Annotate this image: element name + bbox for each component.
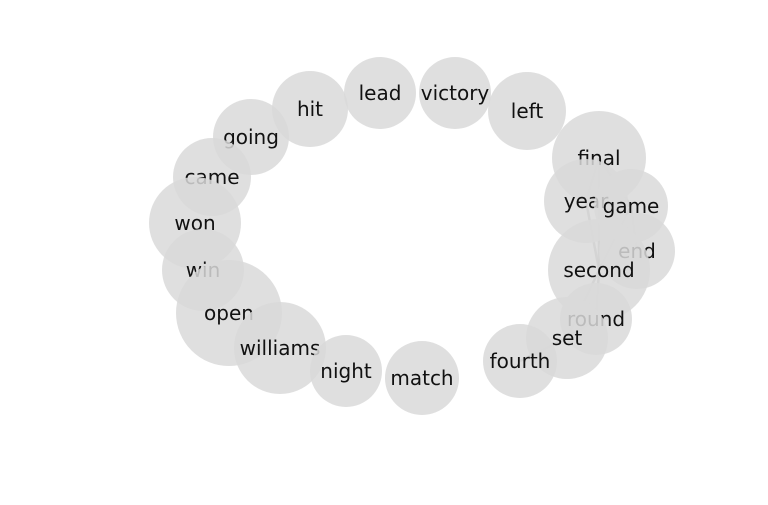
node-label-hit: hit — [297, 97, 323, 121]
node-fourth: fourth — [483, 324, 557, 398]
node-victory: victory — [419, 57, 491, 129]
node-label-set: set — [552, 326, 583, 350]
node-lead: lead — [344, 57, 416, 129]
node-circle-fourth — [483, 324, 557, 398]
node-label-lead: lead — [359, 81, 402, 105]
node-williams: williams — [234, 302, 326, 394]
node-match: match — [385, 341, 459, 415]
node-hit: hit — [272, 71, 348, 147]
node-label-second: second — [563, 258, 634, 282]
node-label-night: night — [320, 359, 372, 383]
node-left: left — [488, 72, 566, 150]
node-label-fourth: fourth — [490, 349, 551, 373]
node-circle-lead — [344, 57, 416, 129]
node-night: night — [310, 335, 382, 407]
node-circle-hit — [272, 71, 348, 147]
node-circle-night — [310, 335, 382, 407]
node-circle-victory — [419, 57, 491, 129]
node-label-match: match — [390, 366, 453, 390]
node-label-williams: williams — [240, 336, 321, 360]
node-circle-williams — [234, 302, 326, 394]
node-circle-match — [385, 341, 459, 415]
node-label-left: left — [511, 99, 544, 123]
node-circle-left — [488, 72, 566, 150]
node-label-victory: victory — [421, 81, 490, 105]
